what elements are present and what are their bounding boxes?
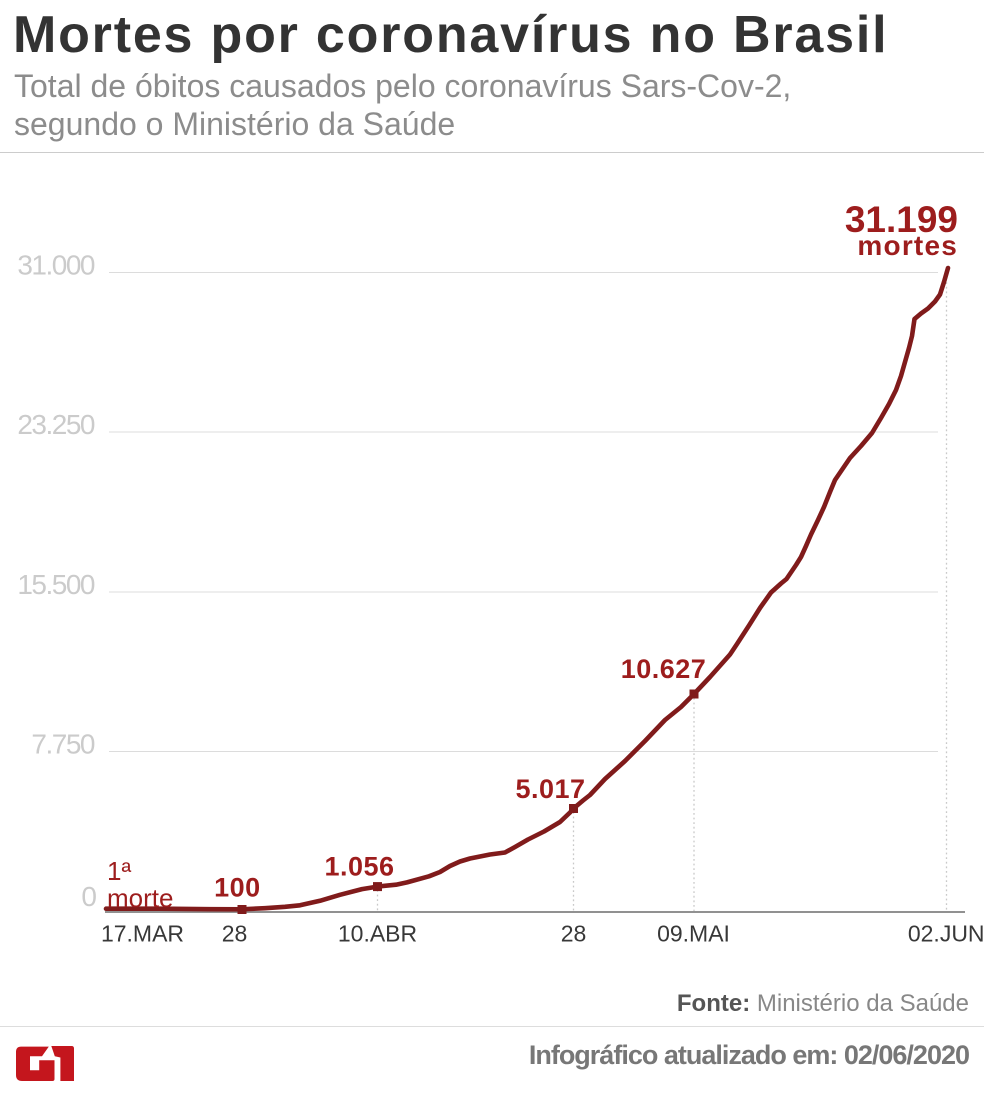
svg-text:28: 28 [561,921,587,947]
svg-text:28: 28 [222,921,248,947]
svg-text:100: 100 [214,873,261,903]
svg-text:1ª: 1ª [107,856,131,886]
svg-text:1.056: 1.056 [324,852,394,882]
svg-text:mortes: mortes [857,230,958,261]
svg-text:17.MAR: 17.MAR [101,921,184,947]
svg-text:31.000: 31.000 [17,250,95,281]
svg-text:02.JUN: 02.JUN [908,921,984,947]
svg-text:10.ABR: 10.ABR [338,921,417,947]
svg-text:31.199: 31.199 [845,199,958,240]
svg-text:5.017: 5.017 [515,774,585,804]
svg-text:10.627: 10.627 [621,654,707,684]
svg-text:0: 0 [81,881,96,912]
svg-text:09.MAI: 09.MAI [657,921,730,947]
svg-text:23.250: 23.250 [17,409,95,440]
svg-text:7.750: 7.750 [31,729,94,760]
svg-text:15.500: 15.500 [17,569,95,600]
svg-text:morte: morte [107,883,173,913]
